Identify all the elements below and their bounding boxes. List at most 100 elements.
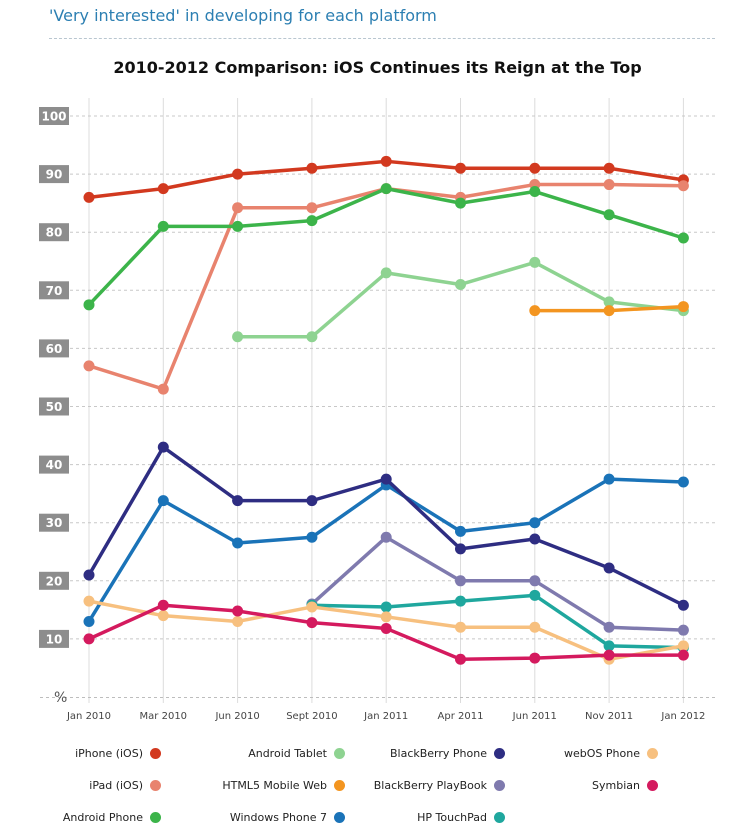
data-point-android-phone [677, 232, 689, 244]
data-point-hp-touchpad [603, 640, 615, 652]
data-point-symbian [455, 653, 466, 665]
y-tick-label: 80 [46, 226, 63, 240]
y-tick-label: 90 [46, 168, 63, 182]
data-point-android-tablet [232, 331, 244, 343]
data-point-blackberry-playbook [380, 531, 392, 543]
data-point-blackberry-phone [380, 473, 392, 485]
data-point-ipad-ios [83, 360, 95, 372]
x-tick-label: Jun 2011 [512, 711, 557, 722]
data-point-android-phone [380, 183, 392, 195]
data-point-windows-phone-7 [306, 531, 318, 543]
legend-label: BlackBerry Phone [389, 746, 487, 760]
chart-title: 2010-2012 Comparison: iOS Continues its … [113, 58, 642, 77]
data-point-windows-phone-7 [157, 495, 169, 507]
y-tick-badge [39, 281, 69, 300]
data-point-android-tablet [603, 296, 615, 308]
data-point-symbian [603, 649, 615, 661]
y-tick-badge [39, 571, 69, 590]
data-point-html5-mobile-web [603, 305, 615, 317]
y-axis-label: % [54, 690, 67, 706]
data-point-symbian [380, 622, 392, 634]
data-point-android-phone [455, 197, 466, 209]
data-point-ipad-ios [677, 180, 689, 192]
y-tick-label: 100 [41, 110, 66, 124]
legend-swatch [494, 811, 505, 823]
data-point-blackberry-phone [677, 599, 689, 611]
data-point-android-phone [157, 220, 169, 232]
legend-swatch [647, 779, 658, 791]
series-line-hp-touchpad [310, 593, 686, 650]
legend-label: webOS Phone [564, 746, 640, 760]
line-chart: 10 20 30 40 50 60 70 80 90 100% Jan 2010 Mar 2010 Ju… [39, 98, 715, 722]
data-point-html5-mobile-web [677, 301, 689, 313]
data-point-windows-phone-7 [455, 525, 466, 537]
y-tick-badge [39, 513, 69, 532]
x-tick-label: Jan 2011 [363, 711, 408, 722]
legend-item: BlackBerry PlayBook [374, 776, 505, 794]
data-point-android-phone [83, 299, 95, 311]
legend-label: Windows Phone 7 [229, 810, 327, 824]
data-point-windows-phone-7 [603, 473, 615, 485]
legend-item: Android Phone [63, 808, 161, 826]
data-point-webos-phone [232, 615, 244, 627]
page-header-title: 'Very interested' in developing for each… [49, 6, 437, 25]
data-point-blackberry-phone [603, 562, 615, 574]
data-point-android-tablet [306, 331, 318, 343]
data-point-symbian [83, 633, 95, 645]
data-point-webos-phone [455, 621, 466, 633]
legend-swatch [150, 747, 161, 759]
data-point-html5-mobile-web [529, 305, 541, 317]
x-tick-label: Apr 2011 [438, 711, 484, 722]
data-point-blackberry-phone [306, 495, 318, 507]
legend-swatch [334, 747, 345, 759]
data-point-iphone-ios [306, 162, 318, 174]
y-tick-label: 10 [46, 632, 63, 646]
data-point-iphone-ios [455, 162, 466, 174]
data-point-windows-phone-7 [83, 615, 95, 627]
x-tick-label: Nov 2011 [585, 711, 633, 722]
data-point-windows-phone-7 [232, 537, 244, 549]
data-point-blackberry-phone [455, 543, 466, 555]
y-tick-badge [39, 339, 69, 358]
legend-swatch [150, 811, 161, 823]
data-point-symbian [529, 652, 541, 664]
legend-swatch [334, 779, 345, 791]
data-point-webos-phone [677, 640, 689, 652]
data-point-ipad-ios [306, 202, 318, 214]
data-point-webos-phone [157, 610, 169, 622]
legend-item: Windows Phone 7 [230, 808, 345, 826]
y-tick-label: 20 [46, 574, 63, 588]
y-tick-badge [39, 165, 69, 184]
legend-item: HP TouchPad [417, 808, 505, 826]
data-point-android-tablet [380, 267, 392, 279]
legend-item: Symbian [592, 776, 658, 794]
data-point-iphone-ios [157, 183, 169, 195]
data-point-android-tablet [455, 278, 466, 290]
data-point-android-phone [603, 209, 615, 221]
y-tick-label: 30 [46, 516, 63, 530]
chart-legend: iPhone (iOS) Android Tablet BlackBerry Pho… [0, 736, 755, 831]
x-tick-label: Mar 2010 [140, 711, 188, 722]
legend-item: iPad (iOS) [89, 776, 161, 794]
data-point-ipad-ios [157, 383, 169, 395]
data-point-blackberry-phone [157, 441, 169, 453]
y-tick-badge [39, 223, 69, 242]
data-point-symbian [306, 617, 318, 629]
legend-swatch [494, 747, 505, 759]
data-point-symbian [677, 649, 689, 661]
y-tick-badge [39, 107, 69, 125]
y-tick-label: 60 [46, 342, 63, 356]
legend-item: iPhone (iOS) [75, 744, 161, 762]
legend-item: webOS Phone [564, 744, 658, 762]
data-point-hp-touchpad [380, 601, 392, 613]
data-point-hp-touchpad [455, 595, 466, 607]
legend-label: BlackBerry PlayBook [373, 778, 487, 792]
data-point-blackberry-playbook [677, 624, 689, 636]
data-point-windows-phone-7 [529, 517, 541, 529]
legend-label: Android Phone [62, 810, 143, 824]
data-point-iphone-ios [83, 191, 95, 203]
x-tick-label: Jun 2010 [214, 711, 259, 722]
legend-swatch [334, 811, 345, 823]
legend-label: HTML5 Mobile Web [222, 778, 327, 792]
data-point-webos-phone [306, 601, 318, 613]
